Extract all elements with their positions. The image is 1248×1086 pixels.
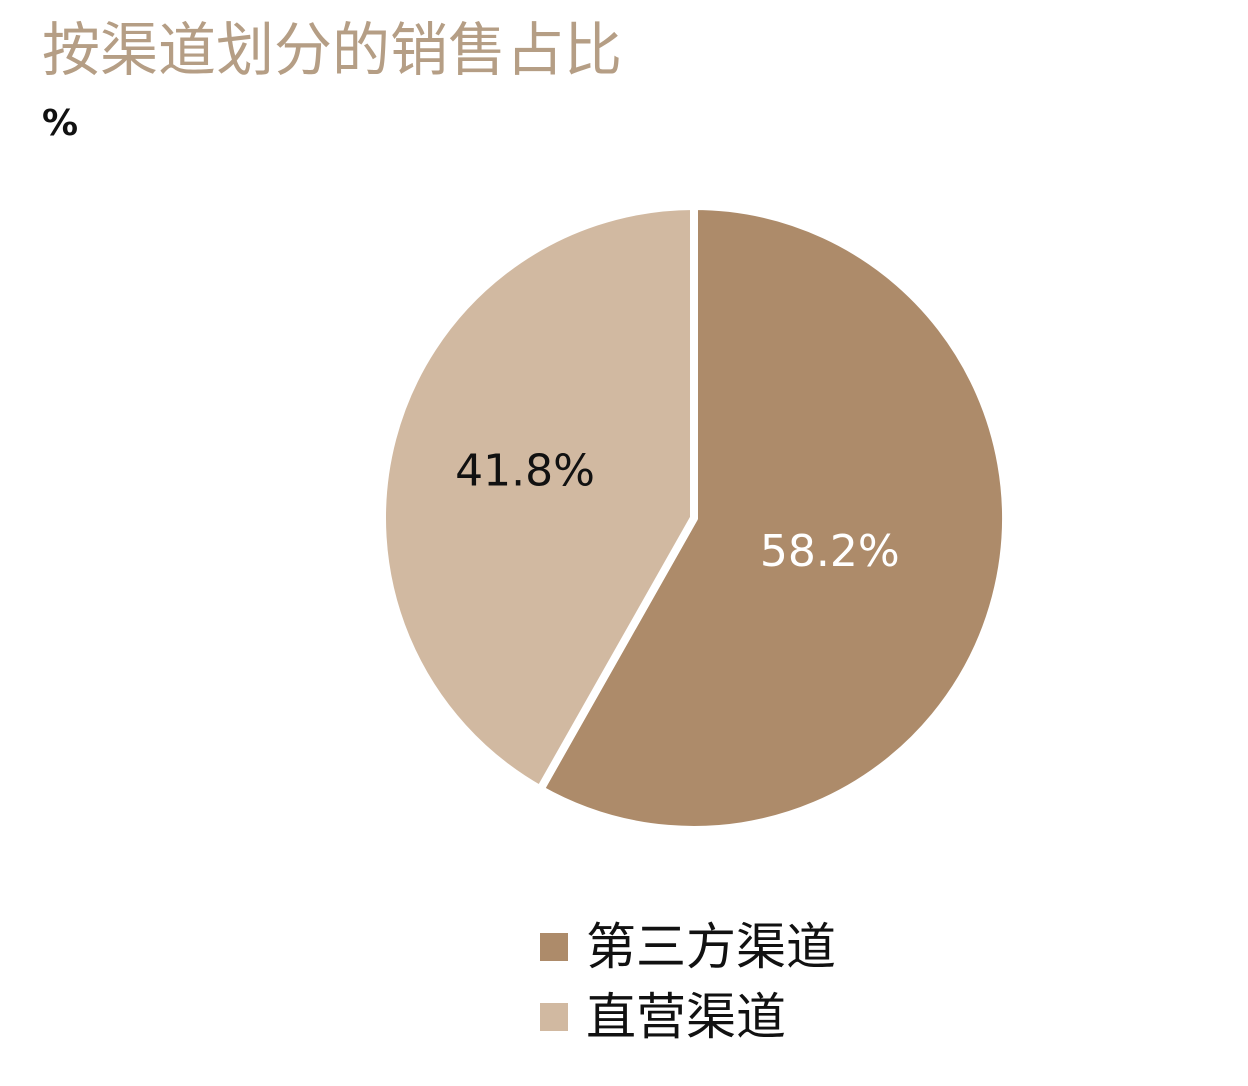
legend-label-third-party: 第三方渠道 [586,918,836,976]
chart-unit: % [42,103,79,144]
pie-label-third-party: 58.2% [760,526,900,577]
chart-title: 按渠道划分的销售占比 [42,16,623,84]
legend-swatch-third-party [540,933,568,961]
legend-item-third-party: 第三方渠道 [540,912,836,982]
pie-value-labels: 58.2% 41.8% [455,445,900,576]
pie-slice-direct [378,202,698,794]
pie-slices [378,202,1010,834]
chart-legend: 第三方渠道 直营渠道 [540,912,836,1052]
pie-slice-third-party [536,202,1010,834]
legend-swatch-direct [540,1003,568,1031]
legend-label-direct: 直营渠道 [586,988,786,1046]
legend-item-direct: 直营渠道 [540,982,836,1052]
pie-label-direct: 41.8% [455,445,595,496]
